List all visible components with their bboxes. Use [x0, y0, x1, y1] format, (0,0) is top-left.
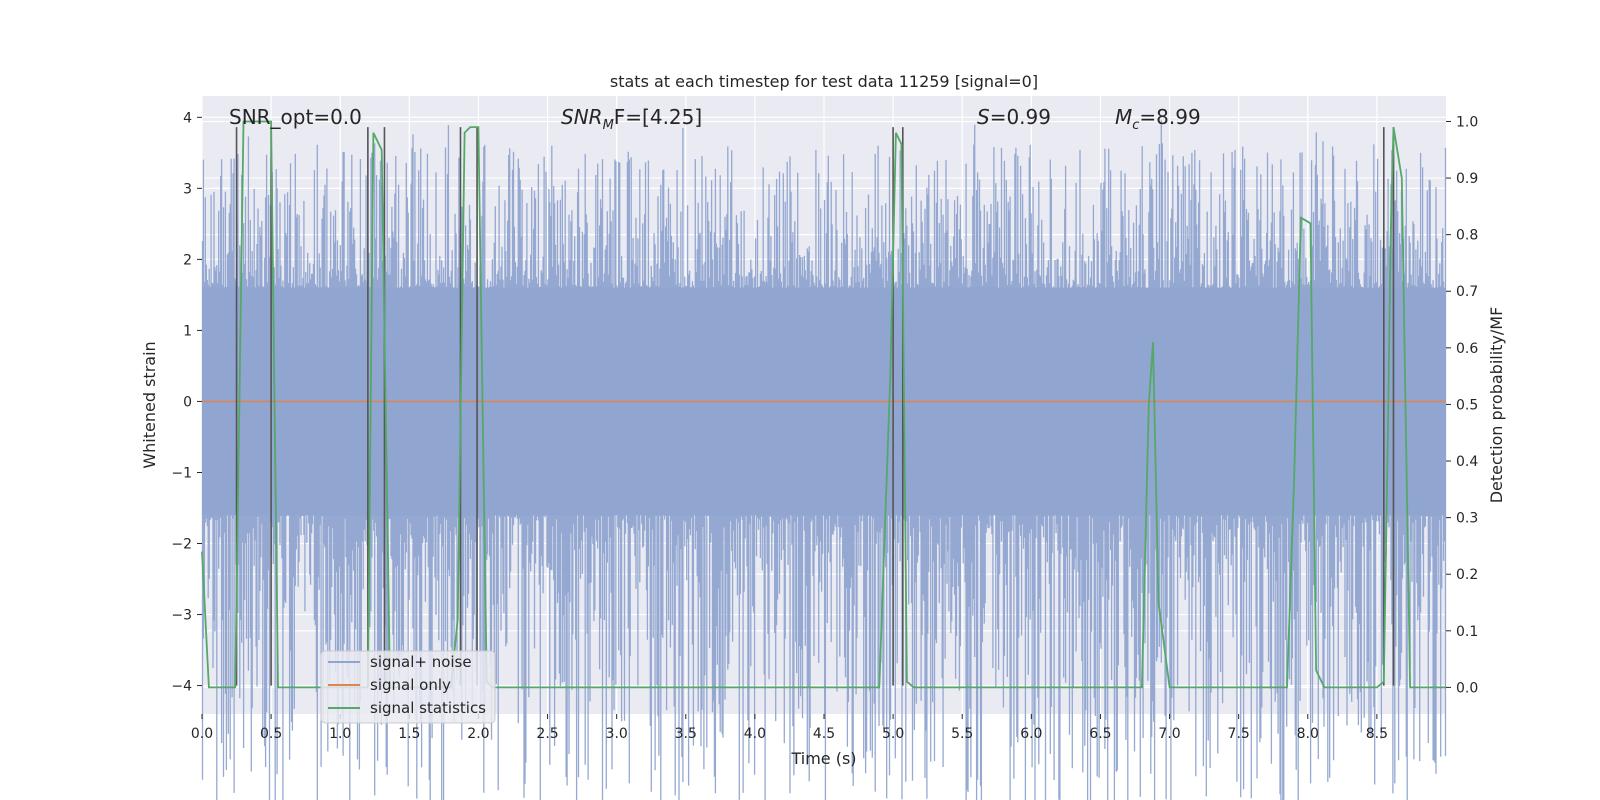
y-right-tick-label: 0.5	[1456, 397, 1478, 413]
x-tick-label: 2.5	[536, 726, 558, 742]
legend: signal+ noise signal only signal statist…	[320, 650, 496, 724]
y-left-tick-label: −4	[171, 679, 192, 695]
y-right-tick-label: 0.3	[1456, 511, 1478, 527]
x-tick-label: 5.0	[882, 726, 904, 742]
y-right-tick-label: 0.1	[1456, 624, 1478, 640]
legend-box	[320, 650, 496, 724]
x-tick-label: 6.0	[1020, 726, 1042, 742]
y-right-tick-label: 0.0	[1456, 680, 1478, 696]
y-right-tick-label: 0.9	[1456, 171, 1478, 187]
legend-label-noise: signal+ noise	[370, 653, 472, 671]
x-tick-label: 4.0	[744, 726, 766, 742]
y-left-tick-label: 3	[183, 181, 192, 197]
y-right-tick-label: 0.4	[1456, 454, 1478, 470]
y-right-tick-label: 0.2	[1456, 567, 1478, 583]
x-axis-label: Time (s)	[790, 749, 856, 768]
annotation-mc-rest: =8.99	[1139, 105, 1200, 129]
statistics-line	[201, 120, 1446, 689]
tick-labels: 0.0 0.5 1.0 1.5 2.0 2.5 3.0 3.5 4.0 4.5 5.0 5.5 6.0 6…	[171, 110, 1478, 742]
y-right-tick-label: 0.7	[1456, 284, 1478, 300]
annotation-s-rest: =0.99	[990, 105, 1051, 129]
legend-label-signal-only: signal only	[370, 676, 451, 694]
y-left-tick-label: 4	[183, 110, 192, 126]
y-left-tick-label: −3	[171, 608, 192, 624]
x-tick-label: 7.5	[1228, 726, 1250, 742]
x-tick-label: 7.0	[1158, 726, 1180, 742]
x-tick-label: 5.5	[951, 726, 973, 742]
y-left-tick-label: 1	[183, 323, 192, 339]
annotation-s-main: S	[977, 105, 990, 129]
y-axis-label-right: Detection probability/MF	[1487, 307, 1506, 504]
x-tick-label: 6.5	[1089, 726, 1111, 742]
x-tick-label: 3.5	[675, 726, 697, 742]
x-tick-label: 4.5	[813, 726, 835, 742]
annotation-snr-mf: SNRMF=[4.25]	[561, 105, 702, 133]
annotation-snr-opt: SNR_opt=0.0	[229, 105, 362, 129]
annotation-mc-sub: c	[1132, 118, 1139, 133]
x-tick-label: 8.5	[1366, 726, 1388, 742]
annotation-s: S=0.99	[977, 105, 1051, 129]
x-tick-label: 8.0	[1297, 726, 1319, 742]
annotation-mc-main: M	[1115, 105, 1132, 129]
y-right-tick-label: 1.0	[1456, 114, 1478, 130]
x-tick-label: 1.5	[398, 726, 420, 742]
annotation-mc: Mc=8.99	[1115, 105, 1201, 133]
x-tick-label: 0.5	[260, 726, 282, 742]
annotation-snr-mf-rest: F=[4.25]	[614, 105, 702, 129]
y-axis-label-left: Whitened strain	[140, 341, 159, 468]
y-left-tick-label: −1	[171, 465, 192, 481]
y-left-tick-label: −2	[171, 537, 192, 553]
signal-statistics-series	[201, 120, 1446, 689]
legend-label-statistics: signal statistics	[370, 699, 486, 717]
x-tick-label: 2.0	[467, 726, 489, 742]
annotation-snr-mf-main: SNR	[561, 105, 603, 129]
x-tick-label: 1.0	[329, 726, 351, 742]
x-tick-label: 0.0	[191, 726, 213, 742]
y-right-tick-label: 0.6	[1456, 341, 1478, 357]
y-right-tick-label: 0.8	[1456, 228, 1478, 244]
y-left-tick-label: 0	[183, 394, 192, 410]
annotation-snr-mf-sub: M	[603, 118, 614, 133]
x-tick-label: 3.0	[606, 726, 628, 742]
chart-title: stats at each timestep for test data 112…	[610, 72, 1038, 91]
y-left-tick-label: 2	[183, 252, 192, 268]
